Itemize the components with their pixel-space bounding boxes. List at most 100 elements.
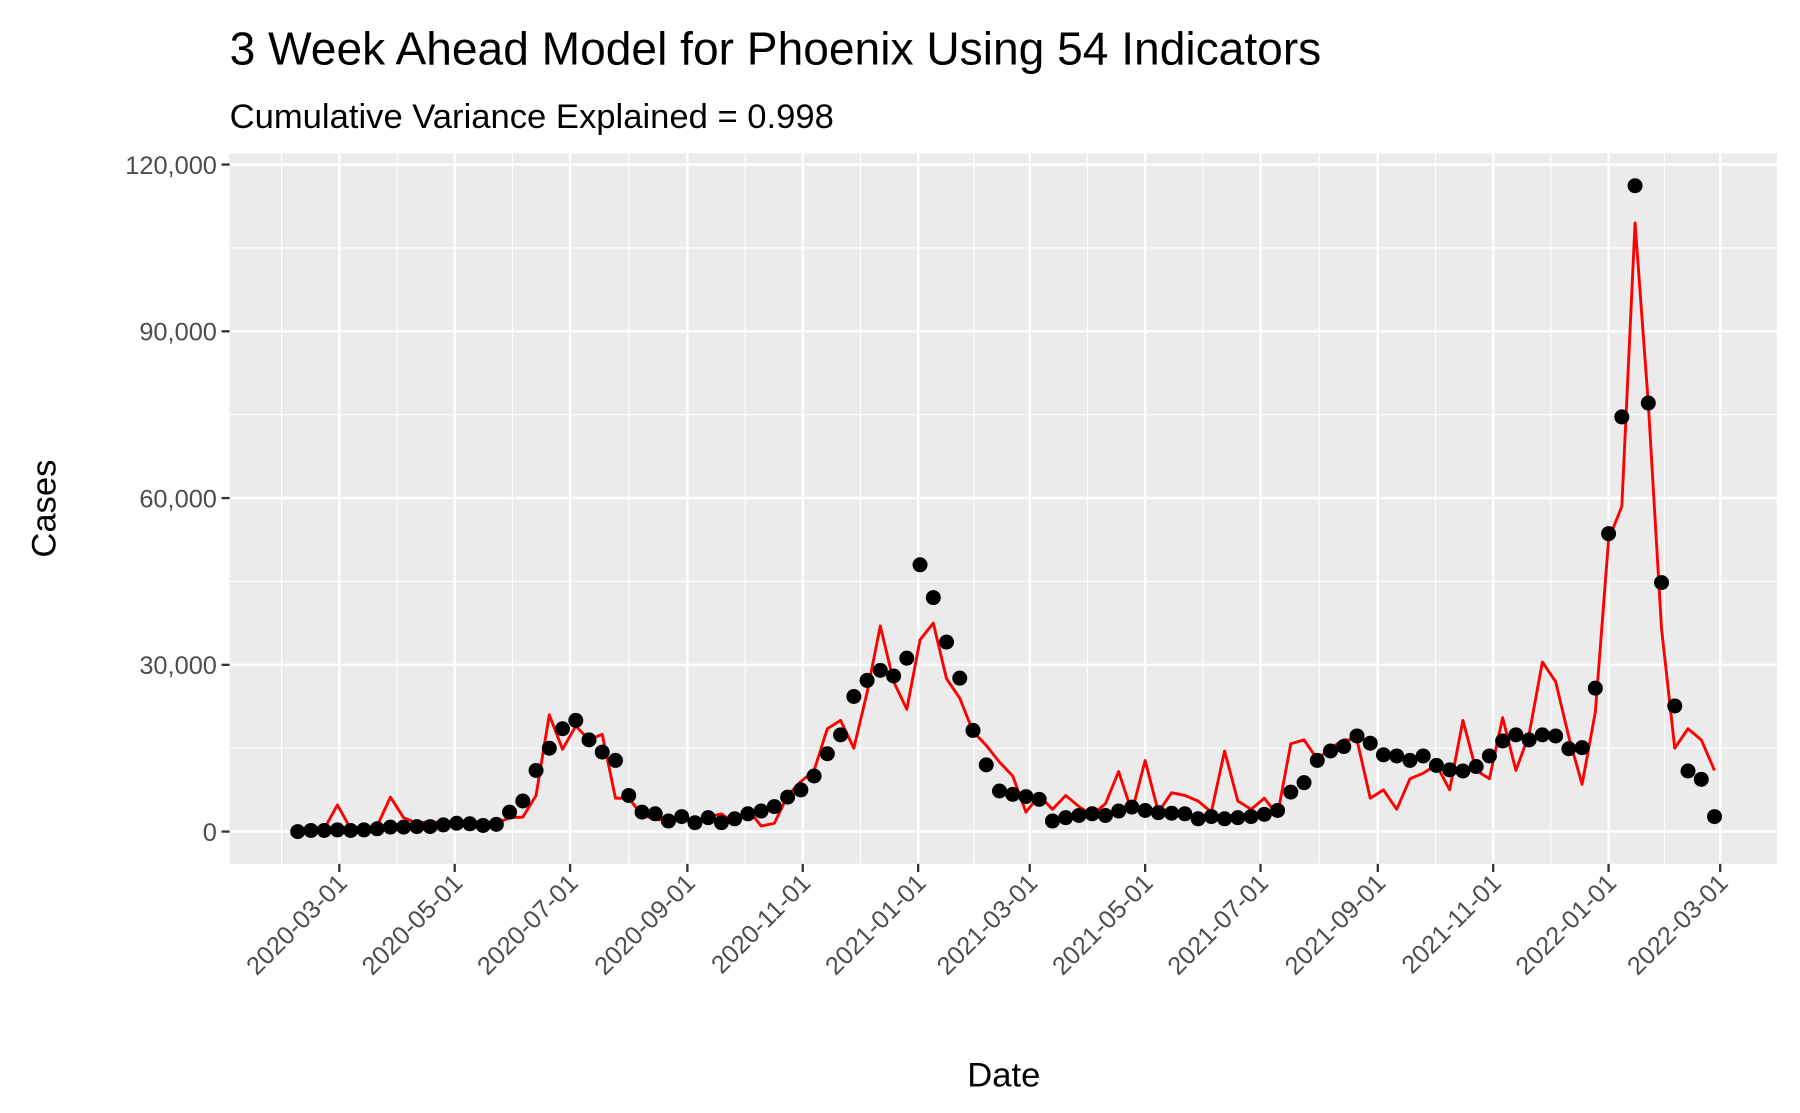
- data-point: [1442, 762, 1458, 778]
- data-point: [329, 822, 345, 838]
- data-point: [1323, 743, 1339, 759]
- data-point: [819, 746, 835, 762]
- data-point: [541, 740, 557, 756]
- data-point: [952, 670, 968, 686]
- data-point: [1667, 698, 1683, 714]
- y-tick-label: 60,000: [139, 485, 217, 513]
- data-point: [1203, 809, 1219, 825]
- data-point: [793, 782, 809, 798]
- data-point: [991, 783, 1007, 799]
- x-tick-label: 2022-01-01: [1510, 869, 1622, 981]
- data-point: [581, 732, 597, 748]
- data-point: [978, 757, 994, 773]
- x-tick-label: 2021-01-01: [820, 869, 932, 981]
- data-point: [607, 752, 623, 768]
- data-point: [912, 557, 928, 573]
- data-point: [1680, 763, 1696, 779]
- data-point: [780, 789, 796, 805]
- data-point: [1375, 747, 1391, 763]
- data-point: [1190, 811, 1206, 827]
- data-point: [475, 817, 491, 833]
- x-tick-label: 2021-05-01: [1047, 869, 1159, 981]
- data-point: [1362, 735, 1378, 751]
- data-point: [1124, 799, 1140, 815]
- x-tick-label: 2020-11-01: [706, 869, 816, 979]
- data-point: [1243, 809, 1259, 825]
- data-point: [316, 822, 332, 838]
- data-point: [1150, 805, 1166, 821]
- data-point: [382, 819, 398, 835]
- data-point: [1627, 178, 1643, 194]
- data-point: [488, 816, 504, 832]
- data-point: [1481, 748, 1497, 764]
- data-point: [1574, 740, 1590, 756]
- y-tick-label: 120,000: [125, 152, 217, 180]
- data-point: [1044, 813, 1060, 829]
- data-point: [1097, 807, 1113, 823]
- data-point: [846, 689, 862, 705]
- data-point: [290, 824, 306, 840]
- x-tick-label: 2020-07-01: [472, 869, 584, 981]
- x-axis-label: Date: [967, 1056, 1040, 1094]
- data-point: [502, 804, 518, 820]
- data-point: [1217, 811, 1233, 827]
- data-point: [647, 806, 663, 822]
- data-point: [1428, 757, 1444, 773]
- data-point: [766, 799, 782, 815]
- data-point: [1614, 409, 1630, 425]
- data-point: [753, 803, 769, 819]
- data-point: [700, 810, 716, 826]
- y-tick-label: 30,000: [139, 652, 217, 680]
- data-point: [1349, 728, 1365, 744]
- data-point: [1693, 771, 1709, 787]
- data-point: [1084, 806, 1100, 822]
- data-point: [925, 590, 941, 606]
- data-point: [435, 817, 451, 833]
- x-tick-label: 2022-03-01: [1622, 869, 1734, 981]
- plot-background: [229, 153, 1777, 864]
- data-point: [1468, 759, 1484, 775]
- x-tick-label: 2020-03-01: [241, 869, 353, 981]
- data-point: [1283, 784, 1299, 800]
- data-point: [1601, 526, 1617, 542]
- data-point: [687, 815, 703, 831]
- data-point: [369, 821, 385, 837]
- data-point: [1521, 732, 1537, 748]
- data-point: [1018, 789, 1034, 805]
- data-point: [1587, 680, 1603, 696]
- x-tick-label: 2021-07-01: [1162, 869, 1274, 981]
- data-point: [1495, 733, 1511, 749]
- data-point: [806, 768, 822, 784]
- data-point: [594, 744, 610, 760]
- data-point: [1640, 395, 1656, 411]
- data-point: [1402, 752, 1418, 768]
- x-tick-label: 2020-05-01: [357, 869, 469, 981]
- data-point: [727, 811, 743, 827]
- data-point: [449, 815, 465, 831]
- y-tick-label: 0: [203, 819, 217, 847]
- data-point: [528, 762, 544, 778]
- data-point: [422, 819, 438, 835]
- data-point: [872, 662, 888, 678]
- x-tick-label: 2021-09-01: [1280, 869, 1392, 981]
- data-point: [1071, 807, 1087, 823]
- data-point: [886, 668, 902, 684]
- data-point: [740, 806, 756, 822]
- data-point: [303, 822, 319, 838]
- data-point: [1031, 791, 1047, 807]
- data-point: [1137, 802, 1153, 818]
- data-point: [1534, 727, 1550, 743]
- chart-title: 3 Week Ahead Model for Phoenix Using 54 …: [230, 23, 1322, 75]
- data-point: [462, 816, 478, 832]
- data-point: [1270, 802, 1286, 818]
- x-tick-label: 2020-09-01: [589, 869, 701, 981]
- data-point: [1296, 775, 1312, 791]
- data-point: [1005, 786, 1021, 802]
- y-tick-label: 90,000: [139, 319, 217, 347]
- data-point: [1455, 763, 1471, 779]
- data-point: [568, 712, 584, 728]
- data-point: [1336, 739, 1352, 755]
- data-point: [1177, 806, 1193, 822]
- y-axis-label: Cases: [25, 460, 63, 558]
